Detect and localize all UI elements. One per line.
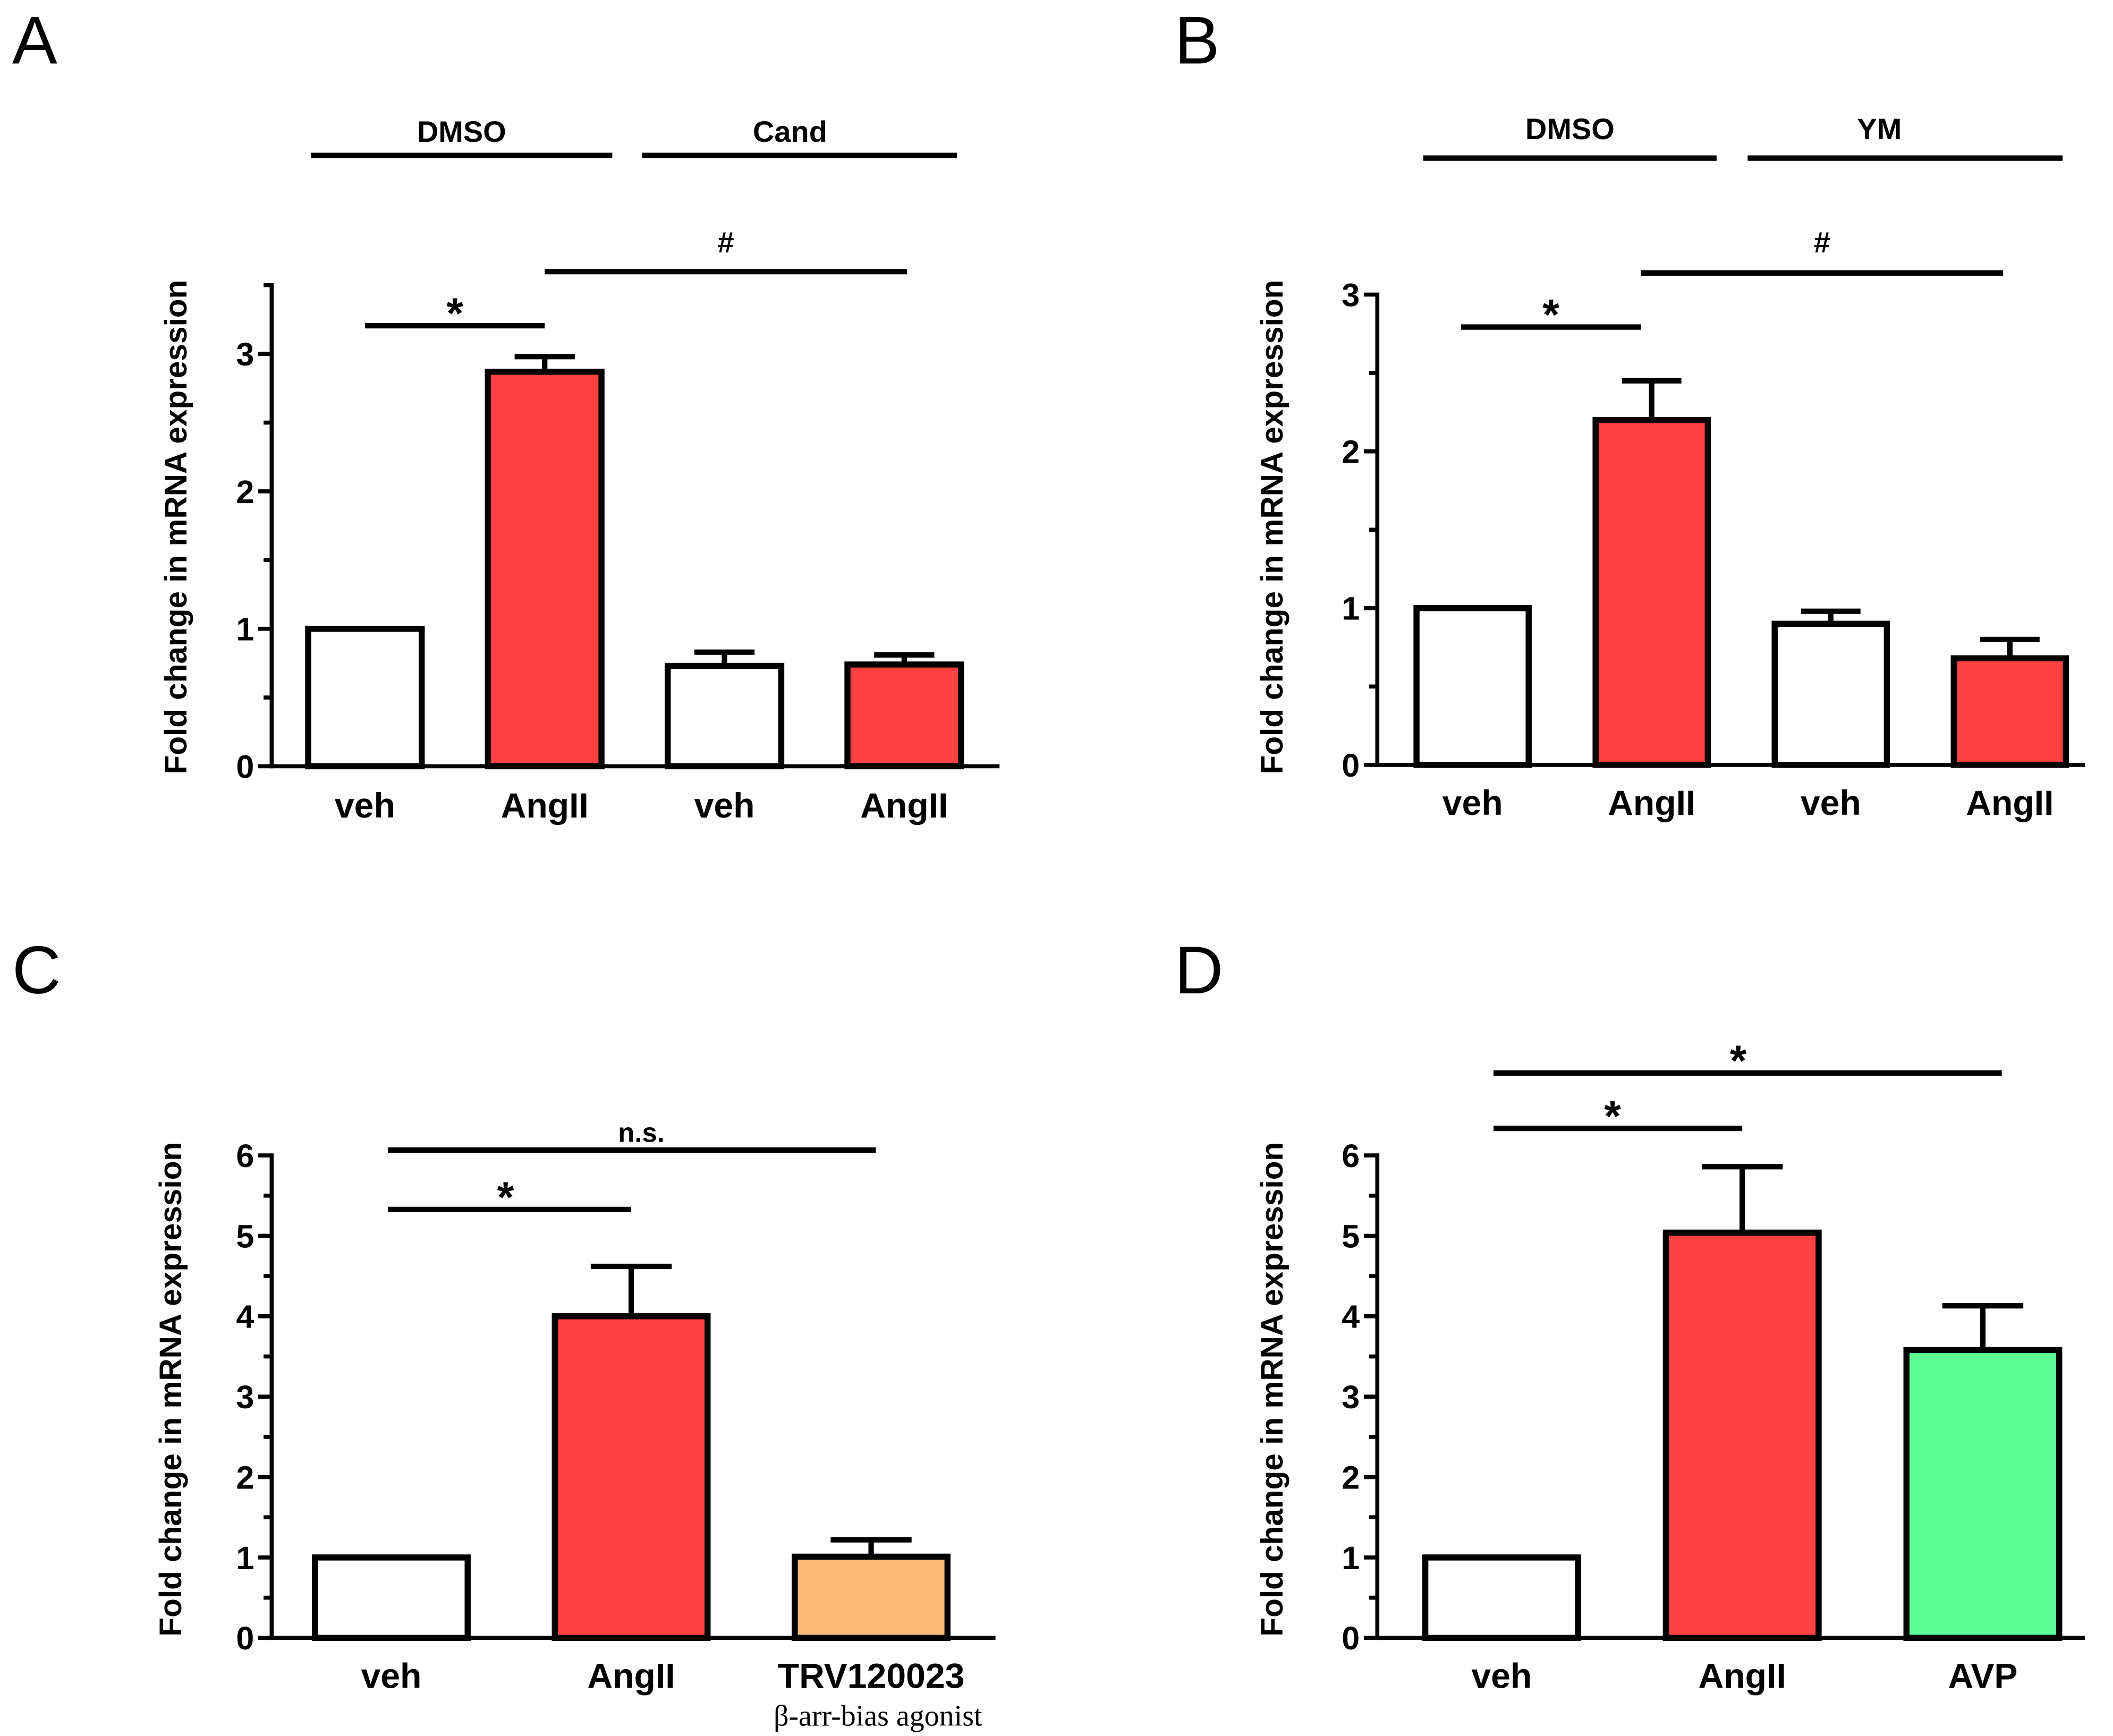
panel-c-bar-2 — [551, 1313, 711, 1641]
panel-b-error-bar-4 — [1980, 636, 2040, 659]
panel-a-x-tick-label-4: AngII — [860, 786, 948, 826]
panel-d-error-bar-3 — [1942, 1303, 2024, 1350]
panel-d-bar-3 — [1903, 1347, 2063, 1641]
panel-b-error-bar-3 — [1801, 608, 1861, 624]
panel-a: A Fold change in mRNA expression veh AngII v… — [12, 3, 1000, 826]
panel-a-bar-4 — [844, 661, 964, 770]
panel-c-error-bar-3 — [830, 1537, 912, 1557]
panel-d-y-tick-label-1: 1 — [1342, 1540, 1360, 1576]
panel-c-x-tick-label-3: TRV120023 — [778, 1656, 965, 1696]
panel-b-error-bar-2 — [1622, 378, 1682, 420]
panel-d-bar-1 — [1422, 1554, 1581, 1641]
panel-a-letter: A — [12, 3, 57, 78]
panel-a-bar-3 — [665, 662, 785, 770]
panel-d-bar-2 — [1662, 1229, 1822, 1641]
panel-d-y-tick-label-3: 3 — [1342, 1379, 1360, 1415]
panel-d-x-tick-label-1: veh — [1471, 1656, 1532, 1696]
panel-c-y-tick-label-6: 6 — [236, 1138, 254, 1174]
panel-b: B Fold change in mRNA expression veh AngII v… — [1175, 3, 2085, 823]
panel-b-bar-2 — [1592, 416, 1711, 768]
panel-c-error-bar-2 — [590, 1263, 672, 1316]
panel-b-bar-1 — [1413, 605, 1532, 768]
panel-c-bar-1 — [312, 1554, 471, 1641]
panel-c-y-axis-label: Fold change in mRNA expression — [154, 1142, 188, 1637]
panel-d-y-axis-label: Fold change in mRNA expression — [1255, 1142, 1289, 1637]
panel-c-y-tick-label-2: 2 — [236, 1459, 254, 1495]
panel-b-x-tick-label-4: AngII — [1966, 784, 2053, 823]
panel-c-sig-label-2: n.s. — [618, 1118, 665, 1148]
panel-a-y-tick-label-0: 0 — [236, 748, 254, 785]
panel-c-x-tick-label-1: veh — [361, 1656, 422, 1696]
panel-d-y-tick-label-2: 2 — [1342, 1459, 1360, 1495]
panel-d-x-tick-label-2: AngII — [1699, 1656, 1786, 1696]
panel-b-y-tick-label-3: 3 — [1342, 277, 1360, 313]
panel-b-x-tick-label-1: veh — [1442, 784, 1503, 823]
panel-d-y-tick-label-5: 5 — [1342, 1218, 1360, 1254]
panel-d: D Fold change in mRNA expression veh AngII A… — [1175, 932, 2085, 1696]
panel-b-y-tick-label-1: 1 — [1342, 591, 1360, 627]
panel-a-bar-2 — [485, 369, 605, 770]
panel-b-group-label-2: YM — [1857, 112, 1902, 146]
panel-a-error-bar-4 — [874, 652, 935, 665]
panel-a-error-bar-2 — [514, 354, 575, 372]
panel-a-sig-label-2: # — [718, 226, 734, 259]
panel-c-x-tick-label-2: AngII — [587, 1656, 675, 1696]
panel-b-y-tick-label-2: 2 — [1342, 434, 1360, 470]
panel-c-bar-3 — [792, 1553, 951, 1641]
panel-d-sig-label-2: * — [1730, 1037, 1747, 1085]
panel-b-group-label-1: DMSO — [1525, 112, 1615, 146]
panel-b-bar-4 — [1950, 655, 2069, 768]
panel-c-y-tick-label-3: 3 — [236, 1379, 254, 1415]
panel-a-bar-1 — [305, 625, 425, 770]
panel-a-y-tick-label-1: 1 — [236, 611, 254, 648]
panel-d-y-tick-label-0: 0 — [1342, 1620, 1360, 1656]
panel-a-x-tick-label-3: veh — [694, 786, 755, 826]
panel-c-letter: C — [12, 932, 61, 1008]
panel-c-y-tick-label-0: 0 — [236, 1620, 254, 1656]
panel-b-x-tick-label-3: veh — [1801, 784, 1861, 823]
panel-d-sig-label-1: * — [1604, 1092, 1621, 1141]
panel-c: C Fold change in mRNA expression veh AngII T… — [12, 932, 996, 1733]
panel-d-x-tick-label-3: AVP — [1948, 1656, 2017, 1696]
panel-a-y-axis-label: Fold change in mRNA expression — [159, 280, 193, 775]
panel-b-letter: B — [1175, 3, 1220, 78]
panel-b-sig-label-1: * — [1542, 291, 1559, 339]
panel-d-letter: D — [1175, 932, 1224, 1008]
panel-d-error-bar-2 — [1702, 1164, 1783, 1233]
panel-a-y-tick-label-3: 3 — [236, 336, 254, 372]
panel-c-y-tick-label-1: 1 — [236, 1540, 254, 1576]
panel-a-x-tick-label-1: veh — [335, 786, 395, 826]
panel-a-x-tick-label-2: AngII — [501, 786, 589, 826]
panel-b-y-tick-label-0: 0 — [1342, 747, 1360, 784]
panel-b-y-axis-label: Fold change in mRNA expression — [1255, 280, 1289, 775]
panel-c-sig-label-1: * — [497, 1173, 514, 1222]
panel-a-y-tick-label-2: 2 — [236, 474, 254, 510]
panel-d-y-tick-label-4: 4 — [1342, 1299, 1360, 1335]
panel-c-y-tick-label-4: 4 — [236, 1299, 254, 1335]
panel-a-group-label-1: DMSO — [417, 115, 506, 148]
panel-b-bar-3 — [1771, 620, 1890, 768]
panel-a-error-bar-3 — [694, 649, 755, 666]
panel-c-y-tick-label-5: 5 — [236, 1218, 254, 1254]
panel-d-y-tick-label-6: 6 — [1342, 1138, 1360, 1174]
panel-c-x-sublabel-1: β-arr-bias agonist — [774, 1700, 982, 1733]
panel-b-sig-label-2: # — [1814, 226, 1830, 259]
panel-a-sig-label-1: * — [446, 290, 463, 338]
panel-a-group-label-2: Cand — [753, 115, 827, 148]
panel-b-x-tick-label-2: AngII — [1608, 784, 1695, 823]
